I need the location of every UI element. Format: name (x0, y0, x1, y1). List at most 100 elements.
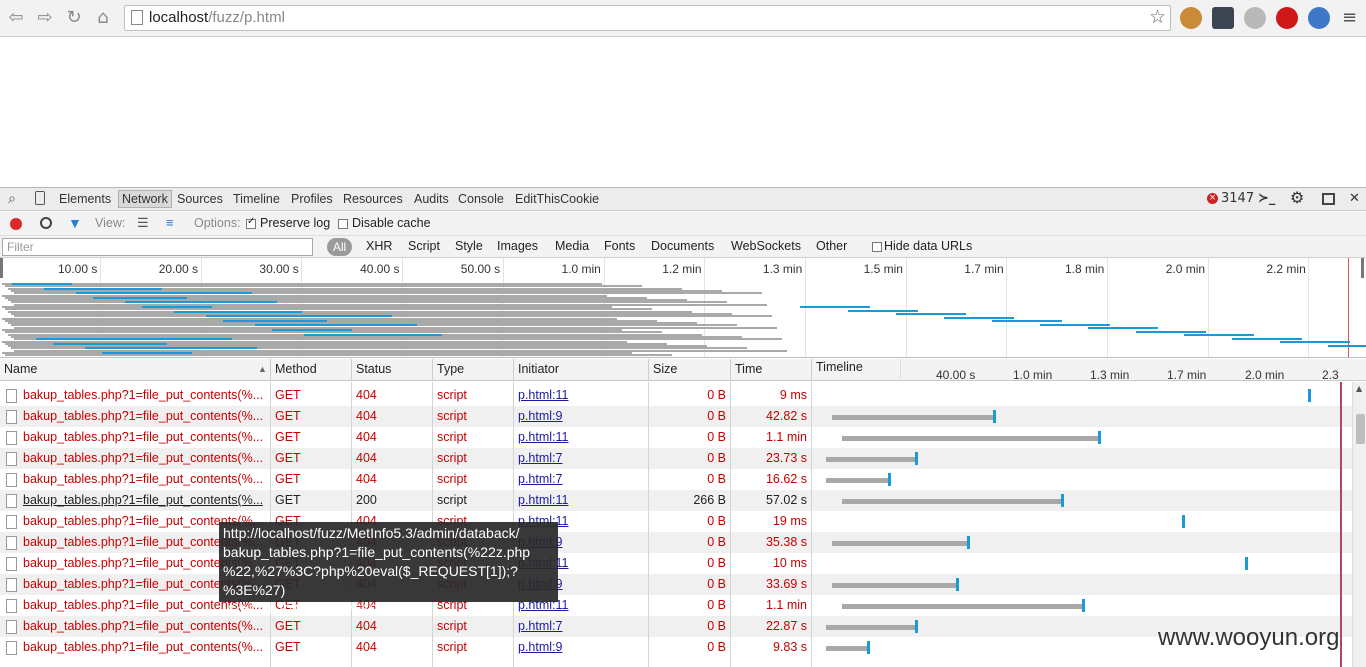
cookie-extension-icon[interactable] (1180, 7, 1202, 29)
hide-data-urls-checkbox[interactable] (872, 242, 882, 252)
tab-editthiscookie[interactable]: EditThisCookie (515, 192, 600, 206)
console-drawer-icon[interactable]: ≻_ (1258, 191, 1276, 206)
tab-network[interactable]: Network (118, 190, 172, 208)
table-row[interactable]: bakup_tables.php?1=file_put_contents(%..… (0, 406, 1352, 427)
dock-icon[interactable] (1322, 193, 1335, 205)
header-size[interactable]: Size (649, 359, 731, 381)
scroll-thumb[interactable] (1356, 414, 1365, 444)
request-name[interactable]: bakup_tables.php?1=file_put_contents(%..… (23, 472, 263, 486)
tab-elements[interactable]: Elements (59, 192, 112, 206)
forward-icon[interactable]: ⇨ (37, 7, 53, 28)
header-name[interactable]: Name ▲ (0, 359, 271, 381)
request-initiator[interactable]: p.html:7 (518, 619, 563, 633)
header-time[interactable]: Time (731, 359, 812, 381)
header-timeline[interactable]: Timeline (812, 359, 1366, 381)
tab-timeline[interactable]: Timeline (233, 192, 280, 206)
table-row[interactable]: bakup_tables.php?1=file_put_contents(%..… (0, 427, 1352, 448)
request-name[interactable]: bakup_tables.php?1=file_put_contents(%..… (23, 598, 263, 612)
filter-style[interactable]: Style (455, 239, 483, 253)
request-initiator[interactable]: p.html:11 (518, 430, 569, 444)
preserve-log-checkbox[interactable]: ✓ (246, 216, 256, 229)
request-name[interactable]: bakup_tables.php?1=file_put_contents(%..… (23, 556, 263, 570)
request-initiator[interactable]: p.html:7 (518, 451, 563, 465)
request-name[interactable]: bakup_tables.php?1=file_put_contents(%..… (23, 493, 263, 507)
table-row[interactable]: bakup_tables.php?1=file_put_contents(%..… (0, 637, 1352, 658)
table-row[interactable]: bakup_tables.php?1=file_put_contents(%..… (0, 448, 1352, 469)
header-type[interactable]: Type (433, 359, 514, 381)
filter-all-button[interactable]: All (327, 238, 352, 256)
search-icon[interactable]: ⌕ (8, 191, 16, 207)
request-initiator[interactable]: p.html:11 (518, 388, 569, 402)
table-row[interactable]: bakup_tables.php?1=file_put_contents(%..… (0, 385, 1352, 406)
bookmark-star-icon[interactable]: ☆ (1148, 6, 1166, 28)
filter-xhr[interactable]: XHR (366, 239, 393, 253)
tab-profiles[interactable]: Profiles (291, 192, 333, 206)
table-row[interactable]: bakup_tables.php?1=file_put_contents(%..… (0, 553, 1352, 574)
filter-websockets[interactable]: WebSockets (731, 239, 801, 253)
request-type: script (437, 409, 467, 423)
request-name[interactable]: bakup_tables.php?1=file_put_contents(%..… (23, 577, 263, 591)
request-name[interactable]: bakup_tables.php?1=file_put_contents(%..… (23, 388, 263, 402)
globe-extension-icon[interactable] (1308, 7, 1330, 29)
request-name[interactable]: bakup_tables.php?1=file_put_contents(%..… (23, 640, 263, 654)
overview-left-handle[interactable] (0, 258, 3, 278)
close-icon[interactable]: ✕ (1349, 191, 1360, 206)
header-initiator[interactable]: Initiator (514, 359, 649, 381)
table-row[interactable]: bakup_tables.php?1=file_put_contents(%..… (0, 616, 1352, 637)
request-name[interactable]: bakup_tables.php?1=file_put_contents(%..… (23, 451, 263, 465)
table-row[interactable]: bakup_tables.php?1=file_put_contents(%..… (0, 490, 1352, 511)
options-label: Options: (194, 216, 241, 230)
tab-audits[interactable]: Audits (414, 192, 449, 206)
filter-fonts[interactable]: Fonts (604, 239, 636, 253)
clear-icon[interactable] (40, 217, 52, 229)
extension-icon[interactable] (1244, 7, 1266, 29)
tab-console[interactable]: Console (458, 192, 504, 206)
filter-input[interactable]: Filter (2, 238, 313, 256)
file-icon (6, 557, 17, 571)
home-icon[interactable]: ⌂ (97, 7, 109, 28)
request-initiator[interactable]: p.html:7 (518, 472, 563, 486)
overview-right-handle[interactable] (1361, 258, 1364, 278)
large-rows-icon[interactable]: ☰ (137, 215, 149, 230)
scroll-up-icon[interactable]: ▲ (1356, 384, 1363, 393)
menu-icon[interactable]: ≡ (1342, 7, 1358, 28)
overview-request-bar (206, 315, 392, 318)
extension-icon[interactable] (1212, 7, 1234, 29)
filter-icon[interactable]: ▼ (68, 215, 82, 231)
request-name[interactable]: bakup_tables.php?1=file_put_contents(%..… (23, 619, 263, 633)
settings-gear-icon[interactable]: ⚙ (1290, 188, 1305, 207)
request-initiator[interactable]: p.html:9 (518, 409, 563, 423)
stop-extension-icon[interactable] (1276, 7, 1298, 29)
tab-sources[interactable]: Sources (177, 192, 223, 206)
header-method[interactable]: Method (271, 359, 352, 381)
disable-cache-checkbox[interactable] (338, 219, 348, 229)
filter-script[interactable]: Script (408, 239, 440, 253)
back-icon[interactable]: ⇦ (8, 7, 24, 28)
request-name[interactable]: bakup_tables.php?1=file_put_contents(%..… (23, 409, 263, 423)
tab-resources[interactable]: Resources (343, 192, 403, 206)
table-row[interactable]: bakup_tables.php?1=file_put_contents(%..… (0, 532, 1352, 553)
header-status[interactable]: Status (352, 359, 433, 381)
record-icon[interactable] (10, 218, 22, 230)
reload-icon[interactable]: ↻ (66, 7, 82, 28)
request-initiator[interactable]: p.html:9 (518, 640, 563, 654)
request-name[interactable]: bakup_tables.php?1=file_put_contents(%..… (23, 535, 263, 549)
request-name[interactable]: bakup_tables.php?1=file_put_contents(%..… (23, 430, 263, 444)
table-row[interactable]: bakup_tables.php?1=file_put_contents(%..… (0, 574, 1352, 595)
table-row[interactable]: bakup_tables.php?1=file_put_contents(%..… (0, 511, 1352, 532)
overview-gridline (1107, 258, 1108, 357)
filter-images[interactable]: Images (497, 239, 538, 253)
overview-icon[interactable]: ≡ (166, 215, 174, 230)
error-count[interactable]: 3147 (1221, 191, 1255, 206)
table-row[interactable]: bakup_tables.php?1=file_put_contents(%..… (0, 469, 1352, 490)
table-row[interactable]: bakup_tables.php?1=file_put_contents(%..… (0, 595, 1352, 616)
table-scrollbar[interactable]: ▲ (1352, 382, 1366, 667)
filter-other[interactable]: Other (816, 239, 848, 253)
request-initiator[interactable]: p.html:11 (518, 493, 569, 507)
device-mode-icon[interactable] (35, 191, 45, 205)
filter-documents[interactable]: Documents (651, 239, 715, 253)
request-name[interactable]: bakup_tables.php?1=file_put_contents(%..… (23, 514, 263, 528)
network-overview[interactable]: 10.00 s 20.00 s 30.00 s 40.00 s 50.00 s 1.0 m… (0, 258, 1366, 358)
filter-media[interactable]: Media (555, 239, 590, 253)
address-bar[interactable]: localhost/fuzz/p.html ☆ (124, 5, 1171, 31)
